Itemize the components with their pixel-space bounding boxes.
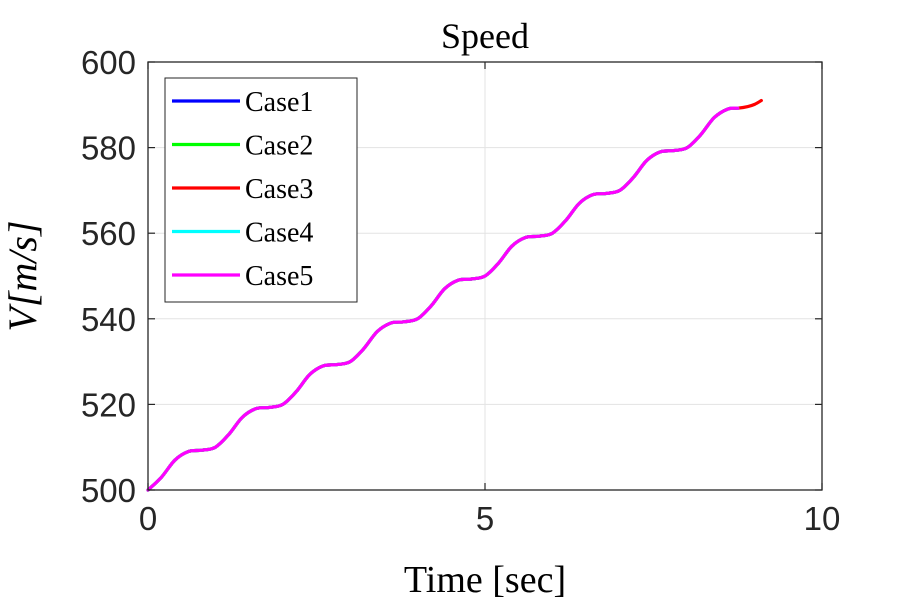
y-tick-label: 600	[81, 44, 136, 81]
y-axis-label: V[m/s]	[0, 220, 45, 331]
x-tick-label: 0	[139, 500, 157, 537]
chart-title: Speed	[441, 16, 529, 56]
y-tick-label: 580	[81, 130, 136, 167]
y-tick-label: 520	[81, 386, 136, 423]
x-tick-label: 5	[476, 500, 494, 537]
legend-box	[164, 77, 358, 303]
x-axis-label: Time [sec]	[404, 559, 566, 601]
y-tick-label: 540	[81, 301, 136, 338]
legend-label-case1: Case1	[245, 87, 313, 118]
legend-label-case5: Case5	[245, 261, 313, 292]
legend-label-case3: Case3	[245, 174, 313, 205]
y-tick-label: 560	[81, 215, 136, 252]
series-line-case5	[146, 106, 740, 492]
legend-label-case4: Case4	[245, 218, 313, 249]
series-lines	[146, 98, 763, 492]
x-tick-label: 10	[804, 500, 841, 537]
legend: Case1 Case2 Case3 Case4 Case5	[164, 77, 358, 303]
axis-ticks: 0 5 10 500 520 540 560 580 600	[81, 44, 840, 537]
y-tick-label: 500	[81, 472, 136, 509]
legend-label-case2: Case2	[245, 131, 313, 162]
